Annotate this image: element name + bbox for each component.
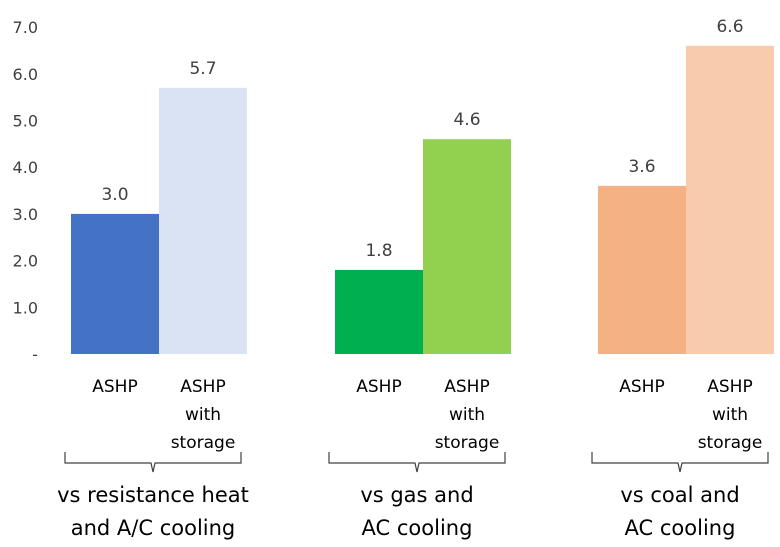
y-tick-label: 1.0 (13, 298, 38, 317)
y-tick-label: 2.0 (13, 252, 38, 271)
category-label-line: with (712, 405, 748, 425)
bar (71, 213, 159, 354)
y-tick-label: 3.0 (13, 205, 38, 224)
category-label: ASHP (92, 377, 137, 397)
group-bracket (591, 452, 769, 473)
data-label: 3.6 (628, 157, 655, 177)
category-label-line: ASHP (356, 377, 401, 397)
group-bracket (64, 452, 242, 473)
group-bracket (328, 452, 506, 473)
category-label-line: ASHP (180, 377, 225, 397)
category-label: ASHP with storage (698, 377, 763, 453)
bar (335, 269, 423, 354)
bar (598, 185, 686, 354)
group-label-line: and A/C cooling (71, 516, 236, 540)
bar (159, 87, 247, 354)
group-label-line: AC cooling (625, 516, 736, 540)
category-label: ASHP (619, 377, 664, 397)
category-label-line: ASHP (92, 377, 137, 397)
y-tick-label: 5.0 (13, 112, 38, 131)
category-label-line: storage (698, 433, 763, 453)
category-label: ASHP with storage (171, 377, 236, 453)
category-label-line: storage (171, 433, 236, 453)
category-label-line: ASHP (619, 377, 664, 397)
bar (686, 45, 774, 354)
y-tick-label: 6.0 (13, 65, 38, 84)
y-tick-label: - (32, 345, 38, 364)
group-label: vs gas and AC cooling (360, 483, 473, 540)
group-label-line: vs gas and (360, 483, 473, 507)
group-label-line: vs coal and (620, 483, 739, 507)
category-label-line: ASHP (444, 377, 489, 397)
data-label: 4.6 (453, 110, 480, 130)
data-label: 6.6 (716, 17, 743, 37)
data-label: 3.0 (101, 185, 128, 205)
category-label-line: storage (435, 433, 500, 453)
group-label-line: vs resistance heat (57, 483, 249, 507)
group-label-line: AC cooling (362, 516, 473, 540)
group-label: vs resistance heat and A/C cooling (57, 483, 249, 540)
y-tick-label: 7.0 (13, 18, 38, 37)
data-label: 5.7 (189, 59, 216, 79)
category-label-line: ASHP (707, 377, 752, 397)
category-label: ASHP with storage (435, 377, 500, 453)
group-label: vs coal and AC cooling (620, 483, 739, 540)
category-label: ASHP (356, 377, 401, 397)
category-label-line: with (185, 405, 221, 425)
bar (423, 139, 511, 354)
category-label-line: with (449, 405, 485, 425)
data-label: 1.8 (365, 241, 392, 261)
y-tick-label: 4.0 (13, 158, 38, 177)
